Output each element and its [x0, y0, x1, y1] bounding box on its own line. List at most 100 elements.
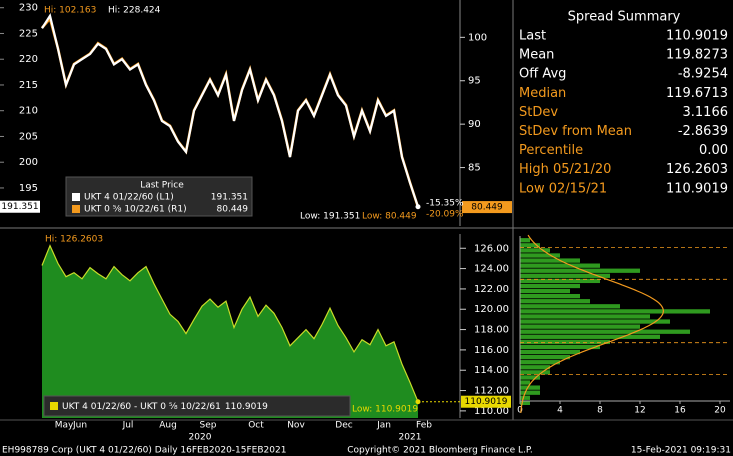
histogram-bar — [520, 385, 540, 390]
x-tick-label: 0 — [517, 406, 523, 416]
y2-tick-label: 100 — [468, 32, 487, 43]
annotation: -20.09% — [426, 210, 464, 220]
value-tag-label: 80.449 — [471, 203, 503, 213]
histogram-bar — [520, 360, 560, 365]
histogram-bar — [520, 319, 670, 324]
x-group-label: 2021 — [399, 433, 422, 443]
histogram-bar — [520, 354, 570, 360]
footer: EH998789 Corp (UKT 4 01/22/60) Daily 16F… — [2, 446, 731, 456]
summary-label: Off Avg — [519, 67, 566, 82]
annotation: Hi: 228.424 — [108, 6, 161, 16]
histogram-bar — [520, 304, 620, 309]
y-tick-label: 220 — [19, 54, 38, 65]
histogram-bar — [520, 375, 540, 380]
legend-value: 110.9019 — [225, 402, 268, 412]
histogram-bar — [520, 288, 570, 294]
legend-label: UKT 4 01/22/60 (L1) — [84, 193, 174, 203]
legend-value: 80.449 — [217, 205, 249, 215]
y-tick-label: 118.00 — [474, 325, 509, 336]
summary-value: 110.9019 — [666, 29, 728, 44]
annotation: Low: 80.449 — [362, 212, 417, 222]
annotation: Low: 110.9019 — [352, 405, 418, 415]
y-tick-label: 112.00 — [474, 386, 509, 397]
area-fill — [42, 245, 418, 418]
histogram-bar — [520, 329, 690, 334]
histogram-bar — [520, 400, 530, 406]
legend-box — [65, 176, 253, 217]
histogram-bar — [520, 273, 610, 278]
x-tick-label: Jan — [376, 421, 391, 431]
summary-value: 0.00 — [699, 143, 728, 158]
histogram-bar — [520, 334, 660, 339]
x-tick-label: 12 — [634, 406, 645, 416]
x-tick-label: Sep — [200, 421, 217, 431]
histogram-bar — [520, 248, 550, 253]
summary-value: -8.9254 — [678, 67, 728, 82]
legend-label: UKT 4 01/22/60 - UKT 0 ⅝ 10/22/61 110.901… — [62, 402, 268, 412]
legend-swatch — [72, 193, 80, 201]
x-group-label: 2020 — [189, 433, 212, 443]
x-tick-label: Jul — [122, 421, 134, 431]
y-tick-label: 114.00 — [474, 365, 509, 376]
summary-value: 110.9019 — [666, 181, 728, 196]
legend-label: UKT 0 ⅝ 10/22/61 (R1) — [84, 205, 187, 215]
y-tick-label: 225 — [19, 28, 38, 39]
value-tag — [461, 395, 511, 408]
x-tick-label: Feb — [416, 421, 432, 431]
histogram-bar — [520, 380, 530, 385]
histogram-bar — [520, 283, 580, 289]
x-tick-label: 16 — [674, 406, 686, 416]
annotation: Low: 191.351 — [300, 212, 360, 222]
y-tick-label: 122.00 — [474, 284, 509, 295]
y2-tick-label: 90 — [468, 119, 481, 130]
histogram-bar — [520, 395, 530, 400]
legend: Last Price UKT 4 01/22/60 (L1) 191.351 UKT … — [65, 176, 253, 217]
histogram-bar — [520, 370, 550, 375]
legend-box — [43, 395, 351, 417]
summary-label: Low 02/15/21 — [519, 181, 607, 196]
histogram-bar — [520, 314, 650, 319]
summary-label: High 05/21/20 — [519, 162, 611, 177]
value-tag-label: 191.351 — [1, 202, 38, 212]
summary-value: 3.1166 — [683, 105, 729, 120]
x-tick-label: Nov — [287, 421, 305, 431]
value-tag — [462, 201, 512, 214]
histogram-bar — [520, 339, 610, 345]
last-point — [415, 204, 421, 210]
y-tick-label: 120.00 — [474, 304, 509, 315]
histogram-bar — [520, 253, 560, 258]
histogram-bar — [520, 268, 640, 273]
histogram-bar — [520, 309, 710, 314]
y-tick-label: 110.00 — [474, 406, 509, 417]
value-tag — [0, 200, 40, 213]
summary-label: Percentile — [519, 143, 583, 158]
summary-value: 119.6713 — [666, 86, 728, 101]
series-line — [41, 13, 420, 208]
histogram-bar — [520, 243, 540, 248]
last-point — [415, 399, 421, 405]
x-tick-label: Dec — [335, 421, 352, 431]
histogram-bar — [520, 258, 580, 263]
summary-label: Median — [519, 86, 566, 101]
footer-center: Copyright© 2021 Bloomberg Finance L.P. — [347, 446, 532, 456]
footer-left: EH998789 Corp (UKT 4 01/22/60) Daily 16F… — [2, 446, 286, 456]
legend-name: UKT 4 01/22/60 - UKT 0 ⅝ 10/22/61 — [62, 402, 221, 412]
y-tick-label: 200 — [19, 157, 38, 168]
histogram-bar — [520, 324, 640, 329]
y2-tick-label: 95 — [468, 76, 481, 87]
summary-value: 119.8273 — [666, 48, 728, 63]
annotation: -15.35% — [426, 199, 464, 209]
summary-label: Last — [519, 29, 546, 44]
legend-value: 191.351 — [211, 193, 248, 203]
y-tick-label: 116.00 — [474, 345, 509, 356]
x-tick-label: 8 — [597, 406, 603, 416]
summary-label: Mean — [519, 48, 554, 63]
y2-tick-label: 85 — [468, 163, 481, 174]
y-tick-label: 195 — [19, 183, 38, 194]
y-tick-label: 205 — [19, 131, 38, 142]
x-tick-label: May — [55, 421, 74, 431]
footer-right: 15-Feb-2021 09:19:31 — [631, 446, 731, 456]
histogram-bar — [520, 238, 530, 243]
y-tick-label: 210 — [19, 106, 38, 117]
legend: UKT 4 01/22/60 - UKT 0 ⅝ 10/22/61 110.901… — [43, 395, 351, 417]
